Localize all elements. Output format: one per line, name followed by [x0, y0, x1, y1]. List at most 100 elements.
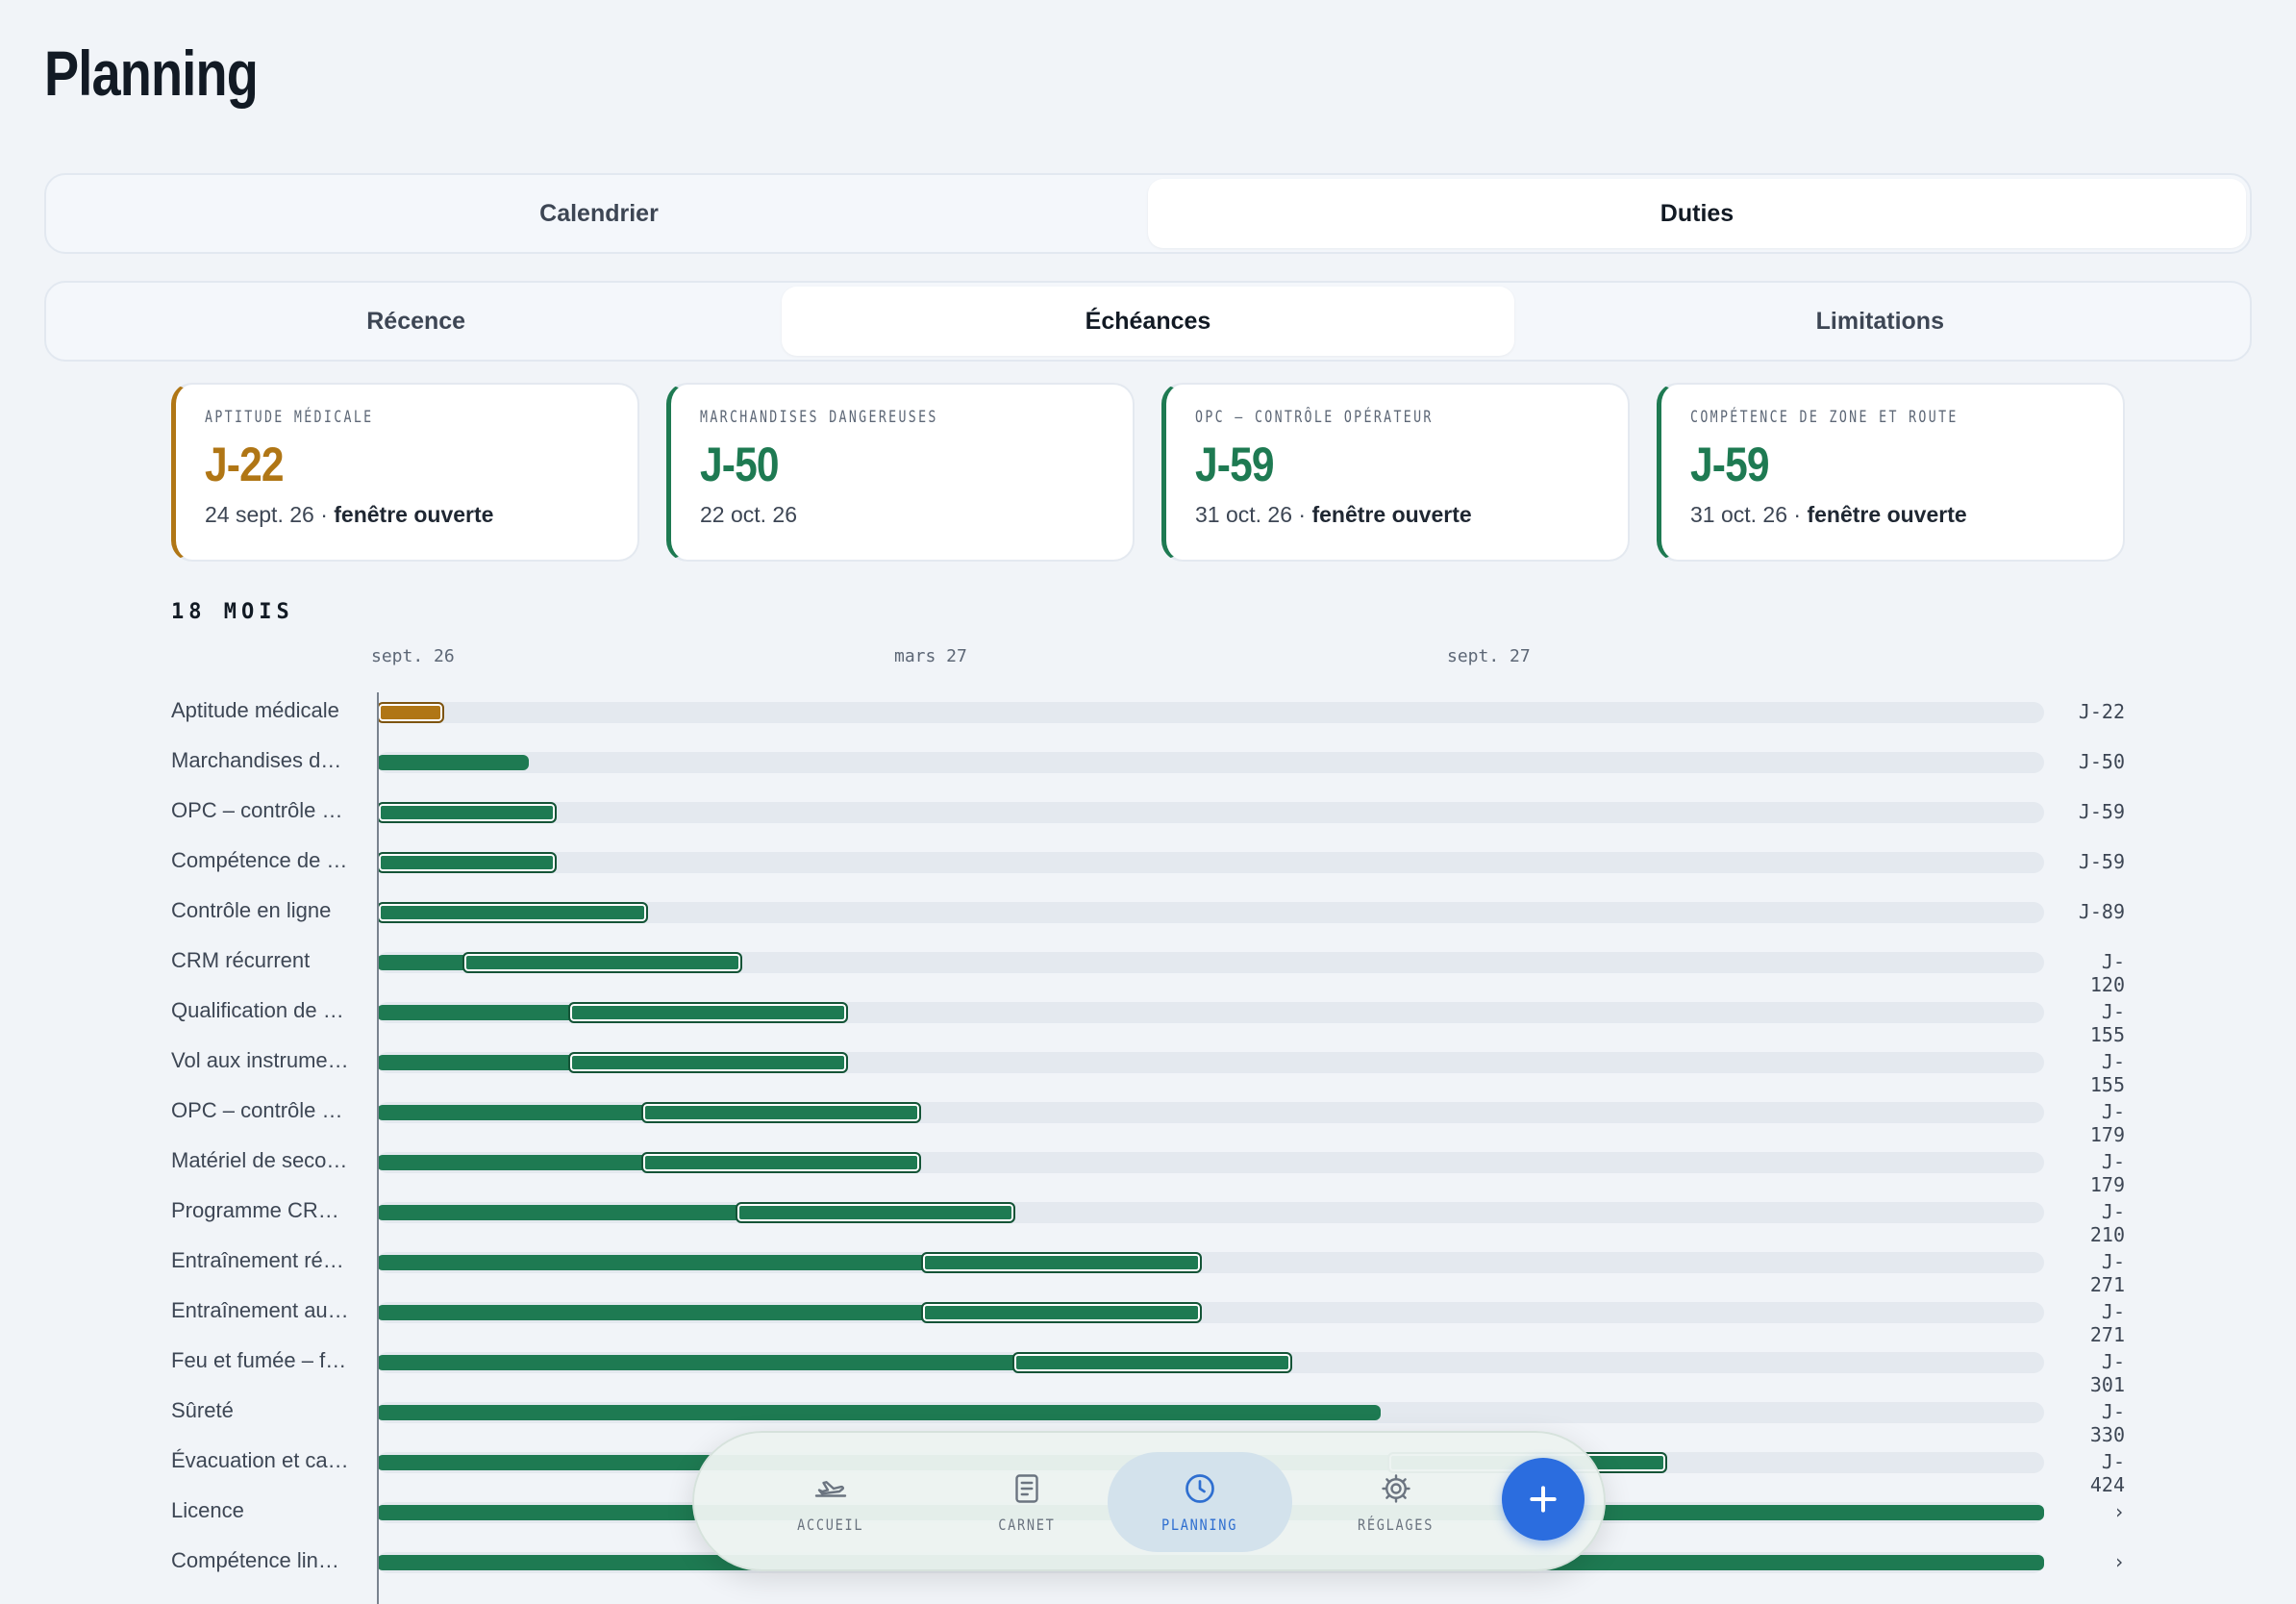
timeline-row[interactable]: Matériel de seco… J-179 — [0, 1137, 2296, 1196]
validity-window — [921, 1302, 1202, 1323]
deadline-card[interactable]: APTITUDE MÉDICALE J-22 24 sept. 26 · fenêt… — [171, 383, 639, 562]
timeline-row[interactable]: Entraînement au… J-271 — [0, 1287, 2296, 1346]
nav-label: ACCUEIL — [797, 1515, 864, 1534]
row-countdown: J-179 — [2089, 1100, 2125, 1146]
row-track — [377, 802, 2044, 823]
row-countdown: J-330 — [2089, 1400, 2125, 1446]
tab-deadlines[interactable]: Échéances — [782, 287, 1514, 356]
timeline-row[interactable]: Aptitude médicale J-22 — [0, 687, 2296, 737]
timeline-row[interactable]: OPC – contrôle … J-59 — [0, 787, 2296, 837]
card-details: 22 oct. 26 — [700, 502, 1104, 528]
timeline-row[interactable]: Qualification de … J-155 — [0, 987, 2296, 1046]
row-countdown: J-59 — [2078, 850, 2125, 873]
row-label: CRM récurrent — [171, 948, 311, 972]
timeline-row[interactable]: Vol aux instrume… J-155 — [0, 1037, 2296, 1096]
validity-window — [736, 1202, 1016, 1223]
row-track — [377, 1302, 2044, 1323]
axis-label: mars 27 — [894, 646, 967, 666]
card-label: COMPÉTENCE DE ZONE ET ROUTE — [1690, 408, 1959, 427]
validity-window — [568, 1002, 849, 1023]
remaining-bar — [377, 755, 530, 770]
validity-window — [377, 902, 648, 923]
row-countdown: J-89 — [2078, 900, 2125, 923]
nav-item-accueil[interactable]: ACCUEIL — [738, 1452, 923, 1552]
row-track — [377, 1102, 2044, 1123]
timeline-row[interactable]: Compétence de … J-59 — [0, 837, 2296, 887]
bottom-nav-bar: ACCUEIL CARNET PLANNING RÉGLAGES — [692, 1431, 1606, 1571]
row-label: Marchandises d… — [171, 748, 342, 772]
row-track — [377, 902, 2044, 923]
row-label: Entraînement au… — [171, 1298, 349, 1322]
card-countdown: J-50 — [700, 438, 780, 491]
timeline-row[interactable]: Feu et fumée – f… J-301 — [0, 1337, 2296, 1396]
row-countdown: J-155 — [2089, 1050, 2125, 1096]
row-track — [377, 1152, 2044, 1173]
tab-limits[interactable]: Limitations — [1815, 307, 1944, 335]
row-label: Entraînement ré… — [171, 1248, 344, 1272]
row-countdown: › — [2112, 1500, 2125, 1523]
card-label: MARCHANDISES DANGEREUSES — [700, 408, 938, 427]
card-countdown: J-59 — [1195, 438, 1275, 491]
card-separator: · — [1292, 502, 1312, 527]
today-marker — [377, 692, 379, 1604]
card-countdown: J-22 — [205, 438, 285, 491]
gear-icon — [1382, 1473, 1410, 1503]
tab-duties[interactable]: Duties — [1148, 179, 2246, 248]
timeline-title: 18 MOIS — [171, 600, 294, 624]
nav-label: PLANNING — [1161, 1515, 1238, 1534]
deadline-card[interactable]: OPC – CONTRÔLE OPÉRATEUR J-59 31 oct. 26 ·… — [1161, 383, 1630, 562]
row-label: Licence — [171, 1498, 244, 1522]
axis-label: sept. 26 — [371, 646, 455, 666]
timeline-row[interactable]: Contrôle en ligne J-89 — [0, 887, 2296, 937]
row-countdown: J-210 — [2089, 1200, 2125, 1246]
card-details: 31 oct. 26 · fenêtre ouverte — [1690, 502, 2094, 528]
tab-recency[interactable]: Récence — [366, 307, 466, 335]
sub-segmented-control: Récence Échéances Limitations — [44, 281, 2252, 362]
nav-item-planning[interactable]: PLANNING — [1108, 1452, 1292, 1552]
timeline-row[interactable]: Marchandises d… J-50 — [0, 737, 2296, 787]
card-date: 31 oct. 26 — [1690, 502, 1788, 527]
nav-label: CARNET — [998, 1515, 1056, 1534]
row-track — [377, 752, 2044, 773]
row-track — [377, 702, 2044, 723]
card-separator: · — [313, 502, 335, 527]
row-label: OPC – contrôle … — [171, 798, 343, 822]
timeline-row[interactable]: Entraînement ré… J-271 — [0, 1237, 2296, 1296]
deadline-card[interactable]: COMPÉTENCE DE ZONE ET ROUTE J-59 31 oct. 2… — [1657, 383, 2125, 562]
row-countdown: J-301 — [2089, 1350, 2125, 1396]
card-countdown: J-59 — [1690, 438, 1770, 491]
row-countdown: J-59 — [2078, 800, 2125, 823]
tab-calendar[interactable]: Calendrier — [539, 199, 659, 227]
timeline-row[interactable]: CRM récurrent J-120 — [0, 937, 2296, 996]
page-title: Planning — [44, 38, 259, 109]
axis-label: sept. 27 — [1447, 646, 1531, 666]
timeline-row[interactable]: Programme CR… J-210 — [0, 1187, 2296, 1246]
validity-window — [377, 702, 444, 723]
validity-window — [568, 1052, 849, 1073]
row-label: Qualification de … — [171, 998, 344, 1022]
timeline-row[interactable]: OPC – contrôle … J-179 — [0, 1087, 2296, 1146]
clock-icon — [1185, 1473, 1214, 1503]
deadline-cards: APTITUDE MÉDICALE J-22 24 sept. 26 · fenêt… — [171, 383, 2125, 562]
row-countdown: J-271 — [2089, 1250, 2125, 1296]
validity-window — [462, 952, 742, 973]
row-countdown: J-271 — [2089, 1300, 2125, 1346]
row-countdown: J-50 — [2078, 750, 2125, 773]
card-label: OPC – CONTRÔLE OPÉRATEUR — [1195, 408, 1434, 427]
timeline-row[interactable]: Sûreté J-330 — [0, 1387, 2296, 1446]
deadline-card[interactable]: MARCHANDISES DANGEREUSES J-50 22 oct. 26 — [666, 383, 1135, 562]
top-segmented-control: Calendrier Duties — [44, 173, 2252, 254]
plane-icon — [814, 1480, 847, 1497]
nav-item-carnet[interactable]: CARNET — [935, 1452, 1119, 1552]
notebook-icon — [1015, 1473, 1038, 1503]
row-label: OPC – contrôle … — [171, 1098, 343, 1122]
add-button[interactable] — [1502, 1458, 1585, 1541]
card-label: APTITUDE MÉDICALE — [205, 408, 374, 427]
row-track — [377, 1352, 2044, 1373]
row-label: Compétence lin… — [171, 1548, 339, 1572]
row-label: Aptitude médicale — [171, 698, 339, 722]
nav-item-reglages[interactable]: RÉGLAGES — [1304, 1452, 1488, 1552]
row-track — [377, 952, 2044, 973]
row-track — [377, 1002, 2044, 1023]
row-label: Vol aux instrume… — [171, 1048, 349, 1072]
